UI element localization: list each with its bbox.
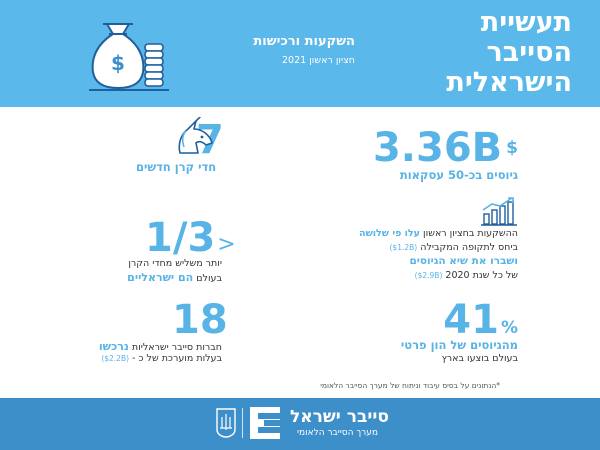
- footnote: *הנתונים על בסיס עיבוד וניתוח של מערך הס…: [320, 381, 500, 390]
- triple-line-3: ושברו את שיא הגיוסים: [409, 255, 518, 267]
- main-title-line: הסייבר: [486, 37, 572, 68]
- subtitle-block: השקעות ורכישות חציון ראשון 2021: [175, 34, 355, 66]
- share-value: 1/3>: [145, 218, 236, 265]
- triple-line-1-text: ההשקעות בחציון ראשון: [420, 228, 518, 239]
- triple-line-1-accent: עלו פי שלושה: [359, 228, 421, 239]
- triple-line-2-amount: (1.2B$): [389, 243, 418, 252]
- triple-line-4-text: של כל שנת 2020: [442, 270, 518, 281]
- acquired-line-1-accent: נרכשו: [98, 340, 129, 353]
- triple-line-4-amount: (2.9B$): [414, 271, 443, 280]
- private-line-2: בעולם בוצעו בארץ: [441, 353, 518, 364]
- cyber-israel-logo-icon: [250, 407, 280, 439]
- triple-line-4: של כל שנת 2020 (2.9B$): [415, 270, 518, 281]
- share-prefix: >: [217, 232, 236, 257]
- main-title-line: הישראלית: [446, 67, 572, 98]
- growth-chart-icon: [481, 197, 517, 226]
- acquired-line-2-text: בעלות מוערכת של כ -: [129, 353, 222, 364]
- footer-divider: [242, 408, 243, 438]
- unicorns-caption: חדי קרן חדשים: [136, 160, 217, 174]
- main-title-line: תעשיית: [480, 7, 572, 38]
- period-label: חציון ראשון 2021: [282, 55, 355, 66]
- acquired-value: 18: [172, 297, 228, 343]
- footer-bar: [0, 398, 600, 450]
- triple-line-2-text: ביחס לתקופה המקבילה: [417, 242, 518, 253]
- private-value: 41%: [443, 300, 518, 348]
- raised-amount: 3.36B: [372, 125, 503, 171]
- acquired-line-1: חברות סייבר ישראליות נרכשו: [70, 340, 222, 353]
- state-emblem-icon: [216, 408, 236, 438]
- share-line-2-accent: הם ישראליים: [127, 271, 194, 284]
- logo-subtitle: מערך הסייבר הלאומי: [297, 428, 378, 438]
- currency-symbol: $: [506, 138, 518, 158]
- acquired-line-2-amount: (2.2B$): [101, 354, 130, 363]
- main-title: תעשיית הסייבר הישראלית: [382, 8, 572, 98]
- triple-line-2: ביחס לתקופה המקבילה (1.2B$): [390, 242, 519, 253]
- private-caption: מהגיוסים של הון פרטי: [400, 338, 518, 352]
- subtitle: השקעות ורכישות: [253, 34, 355, 49]
- share-line-2: בעולם הם ישראליים: [100, 271, 222, 284]
- percent-symbol: %: [500, 318, 518, 338]
- raised-caption: גיוסים בכ-50 עסקאות: [399, 168, 518, 182]
- share-line-2-text: בעולם: [193, 273, 222, 284]
- private-amount: 41: [443, 297, 499, 343]
- svg-text:$: $: [111, 51, 125, 75]
- money-bag-icon: $: [89, 23, 169, 91]
- triple-line-1: ההשקעות בחציון ראשון עלו פי שלושה: [359, 228, 518, 239]
- acquired-line-1-text: חברות סייבר ישראליות: [128, 342, 222, 353]
- logo-title: סייבר ישראל: [290, 407, 389, 427]
- share-line-1: יותר משליש מחדי הקרן: [128, 258, 222, 269]
- raised-value: 3.36B $: [373, 128, 518, 168]
- acquired-line-2: בעלות מוערכת של כ - (2.2B$): [70, 353, 222, 364]
- share-amount: 1/3: [145, 215, 216, 261]
- unicorn-icon: [178, 117, 213, 154]
